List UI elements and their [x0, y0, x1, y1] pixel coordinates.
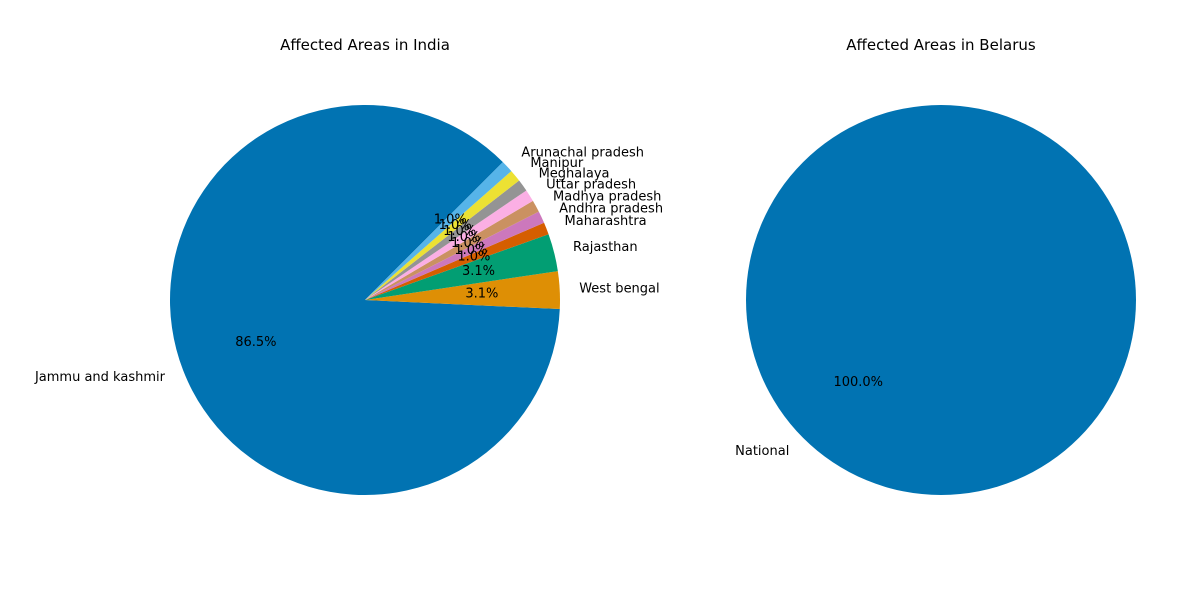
pie-slice-national: [746, 105, 1136, 495]
slice-label-madhya-pradesh: Madhya pradesh: [553, 189, 661, 204]
pie-slices-india: [170, 105, 560, 496]
slice-label-west-bengal: West bengal: [579, 282, 659, 297]
pie-slice-uttar-pradesh: [365, 190, 533, 300]
slice-label-jammu-and-kashmir: Jammu and kashmir: [34, 370, 166, 385]
slice-label-arunachal-pradesh: Arunachal pradesh: [521, 146, 644, 161]
pie-slice-jammu-and-kashmir: [170, 105, 560, 496]
pie-slice-meghalaya: [365, 180, 527, 300]
slice-label-andhra-pradesh: Andhra pradesh: [559, 201, 663, 216]
slice-percent-madhya-pradesh: 1.0%: [451, 236, 484, 251]
pie-slice-rajasthan: [365, 234, 558, 300]
pie-slice-madhya-pradesh: [365, 200, 539, 300]
slice-percent-west-bengal: 3.1%: [465, 287, 498, 302]
slice-label-maharashtra: Maharashtra: [565, 214, 647, 229]
pie-slice-west-bengal: [365, 271, 560, 310]
slice-label-rajasthan: Rajasthan: [573, 240, 638, 255]
slice-percent-uttar-pradesh: 1.0%: [447, 230, 480, 245]
slice-label-manipur: Manipur: [530, 156, 584, 171]
chart-title-india: Affected Areas in India: [280, 36, 450, 54]
pie-labels-belarus: National 100.0%: [735, 375, 883, 459]
slice-percent-manipur: 1.0%: [439, 218, 472, 233]
slice-label-uttar-pradesh: Uttar pradesh: [546, 178, 636, 193]
slice-percent-arunachal-pradesh: 1.0%: [434, 212, 467, 227]
slice-percent-maharashtra: 1.0%: [457, 250, 490, 265]
pie-chart-india: Affected Areas in India Jammu and kashmi…: [34, 36, 663, 496]
slice-label-meghalaya: Meghalaya: [539, 167, 610, 182]
pie-chart-belarus: Affected Areas in Belarus National 100.0%: [735, 36, 1136, 495]
slice-percent-rajasthan: 3.1%: [462, 264, 495, 279]
pie-slice-andhra-pradesh: [365, 211, 545, 300]
pie-slice-manipur: [365, 171, 520, 300]
slice-label-national: National: [735, 444, 789, 459]
pie-slice-maharashtra: [365, 222, 549, 300]
slice-percent-andhra-pradesh: 1.0%: [454, 243, 487, 258]
pie-slices-belarus: [746, 105, 1136, 495]
chart-title-belarus: Affected Areas in Belarus: [846, 36, 1036, 54]
slice-percent-meghalaya: 1.0%: [443, 224, 476, 239]
pie-slice-arunachal-pradesh: [365, 162, 512, 300]
slice-percent-national: 100.0%: [833, 375, 883, 390]
pie-labels-india: Jammu and kashmir 86.5% West bengal 3.1% Raj…: [34, 146, 663, 385]
slice-percent-jammu-and-kashmir: 86.5%: [235, 335, 276, 350]
